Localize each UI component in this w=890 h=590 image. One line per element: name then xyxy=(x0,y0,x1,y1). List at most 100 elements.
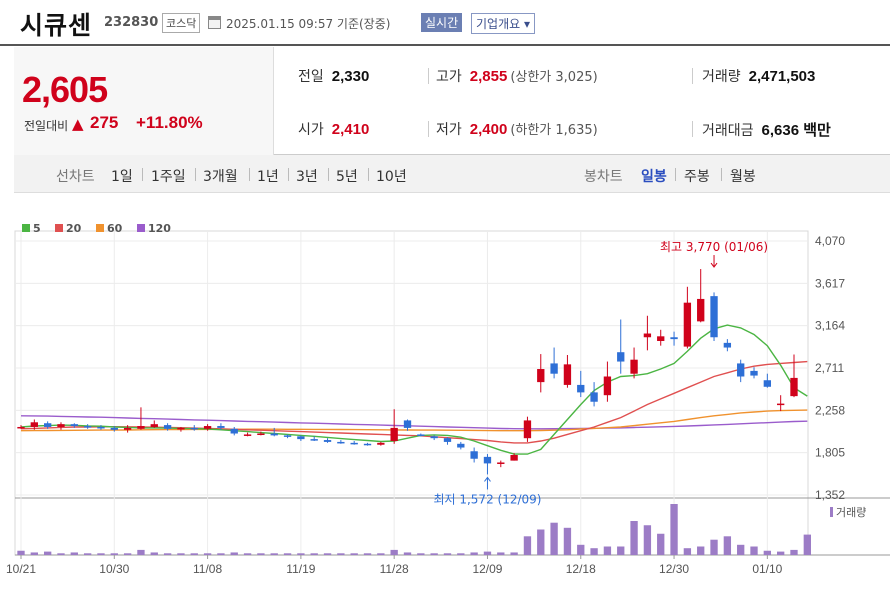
tab-weekly[interactable]: 주봉 xyxy=(684,169,710,185)
candle-body xyxy=(617,352,625,362)
candle-body xyxy=(257,433,265,436)
open-price: 시가 2,410 xyxy=(298,121,370,138)
timestamp: 2025.01.15 09:57 기준(장중) xyxy=(226,17,391,31)
tab-daily[interactable]: 일봉 xyxy=(641,169,667,185)
tab-3m[interactable]: 3개월 xyxy=(203,169,238,185)
volume-bar xyxy=(83,553,92,555)
volume-bar xyxy=(417,553,425,555)
candle-body xyxy=(337,441,345,444)
stock-chart[interactable]: 4,070 3,617 3,164 2,711 2,258 1,805 1,352 10/21… xyxy=(0,195,890,590)
stock-code: 232830 xyxy=(104,15,159,30)
candle-body xyxy=(643,333,652,338)
volume-bar xyxy=(363,553,372,555)
tab-3y[interactable]: 3년 xyxy=(296,169,318,185)
volume-bar xyxy=(17,550,25,555)
legend-swatch xyxy=(96,224,104,232)
candle-body xyxy=(537,369,545,383)
volume-bar xyxy=(150,552,158,555)
candle-body xyxy=(443,438,452,442)
legend-label: 5 xyxy=(33,222,41,235)
tab-1w[interactable]: 1주일 xyxy=(151,169,186,185)
legend-label: 120 xyxy=(148,222,171,235)
current-price-box: 2,605 전일대비 ▲ 275 +11.80% xyxy=(14,47,274,155)
candle-body xyxy=(510,455,518,461)
volume-bar xyxy=(350,553,358,555)
volume-bar xyxy=(590,548,598,555)
volume-bar xyxy=(630,521,638,555)
tab-1y[interactable]: 1년 xyxy=(257,169,279,185)
candle-body xyxy=(363,443,372,446)
tab-monthly[interactable]: 월봉 xyxy=(730,169,756,185)
candle-body xyxy=(710,296,718,338)
volume-bar xyxy=(43,551,52,555)
candle-body xyxy=(297,436,305,440)
market-badge: 코스닥 xyxy=(162,13,201,33)
tab-5y[interactable]: 5년 xyxy=(336,169,358,185)
company-overview-dropdown[interactable]: 기업개요 ▾ xyxy=(471,13,535,34)
y-tick-label: 4,070 xyxy=(815,234,845,248)
x-tick-label: 01/10 xyxy=(752,562,782,576)
x-tick-label: 10/21 xyxy=(6,562,36,576)
divider xyxy=(675,168,676,181)
volume-bar xyxy=(217,553,225,555)
candle-body xyxy=(123,427,132,430)
stock-header: 시큐센 232830 코스닥 2025.01.15 09:57 기준(장중) 실… xyxy=(0,0,890,46)
divider xyxy=(328,168,329,181)
candle-body xyxy=(470,451,478,459)
candle-body xyxy=(497,462,505,464)
candle-body xyxy=(630,359,638,374)
candle-body xyxy=(683,302,692,347)
candle-body xyxy=(577,384,585,393)
volume-bar xyxy=(577,544,585,555)
candle-body xyxy=(590,392,598,402)
candle-body xyxy=(550,363,558,374)
candle-body xyxy=(697,298,705,322)
tab-1d[interactable]: 1일 xyxy=(111,169,133,185)
volume-bar xyxy=(177,553,185,555)
candle-body xyxy=(523,420,532,439)
candle-body xyxy=(17,426,25,429)
volume-bar xyxy=(337,553,345,555)
volume-bar xyxy=(97,553,105,555)
x-tick-label: 10/30 xyxy=(99,562,129,576)
candle-chart-label: 봉차트 xyxy=(584,169,623,185)
candle-body xyxy=(737,363,745,377)
y-tick-label: 3,617 xyxy=(815,276,845,290)
candle-body xyxy=(603,376,612,396)
chart-period-tabs: 선차트 1일 1주일 3개월 1년 3년 5년 10년 봉차트 일봉 주봉 월봉 xyxy=(14,155,890,193)
volume-bar xyxy=(470,552,478,555)
volume-bar xyxy=(523,536,532,555)
high-price: 고가 2,855 (상한가 3,025) xyxy=(436,68,598,85)
y-tick-label: 1,352 xyxy=(815,488,845,502)
volume-bar xyxy=(137,549,145,555)
volume-bar xyxy=(283,553,292,555)
volume-bar xyxy=(603,546,612,555)
y-tick-label: 2,711 xyxy=(815,361,844,375)
volume-bar xyxy=(750,546,758,555)
realtime-button[interactable]: 실시간 xyxy=(421,13,463,32)
candle-body xyxy=(377,442,385,445)
volume-bar xyxy=(163,553,172,555)
y-tick-label: 2,258 xyxy=(815,403,845,417)
candle-body xyxy=(30,422,38,427)
volume-bar xyxy=(723,536,732,555)
x-tick-label: 11/19 xyxy=(286,562,315,576)
legend-label: 60 xyxy=(107,222,123,235)
candle-body xyxy=(723,342,732,348)
volume-bar xyxy=(763,550,772,555)
prev-close: 전일 2,330 xyxy=(298,68,370,85)
tab-10y[interactable]: 10년 xyxy=(376,169,407,185)
x-tick-label: 12/09 xyxy=(472,562,502,576)
volume-bar xyxy=(697,546,705,555)
volume-bar xyxy=(670,504,678,555)
volume-bar xyxy=(537,529,545,555)
candle-body xyxy=(430,436,438,439)
volume-bar xyxy=(790,549,798,555)
candle-body xyxy=(57,424,65,427)
x-tick-label: 11/28 xyxy=(380,562,409,576)
volume-bar xyxy=(457,553,465,555)
calendar-icon xyxy=(208,16,221,29)
candle-body xyxy=(83,426,92,428)
legend-swatch xyxy=(22,224,30,232)
price-change: 275 xyxy=(90,113,119,132)
